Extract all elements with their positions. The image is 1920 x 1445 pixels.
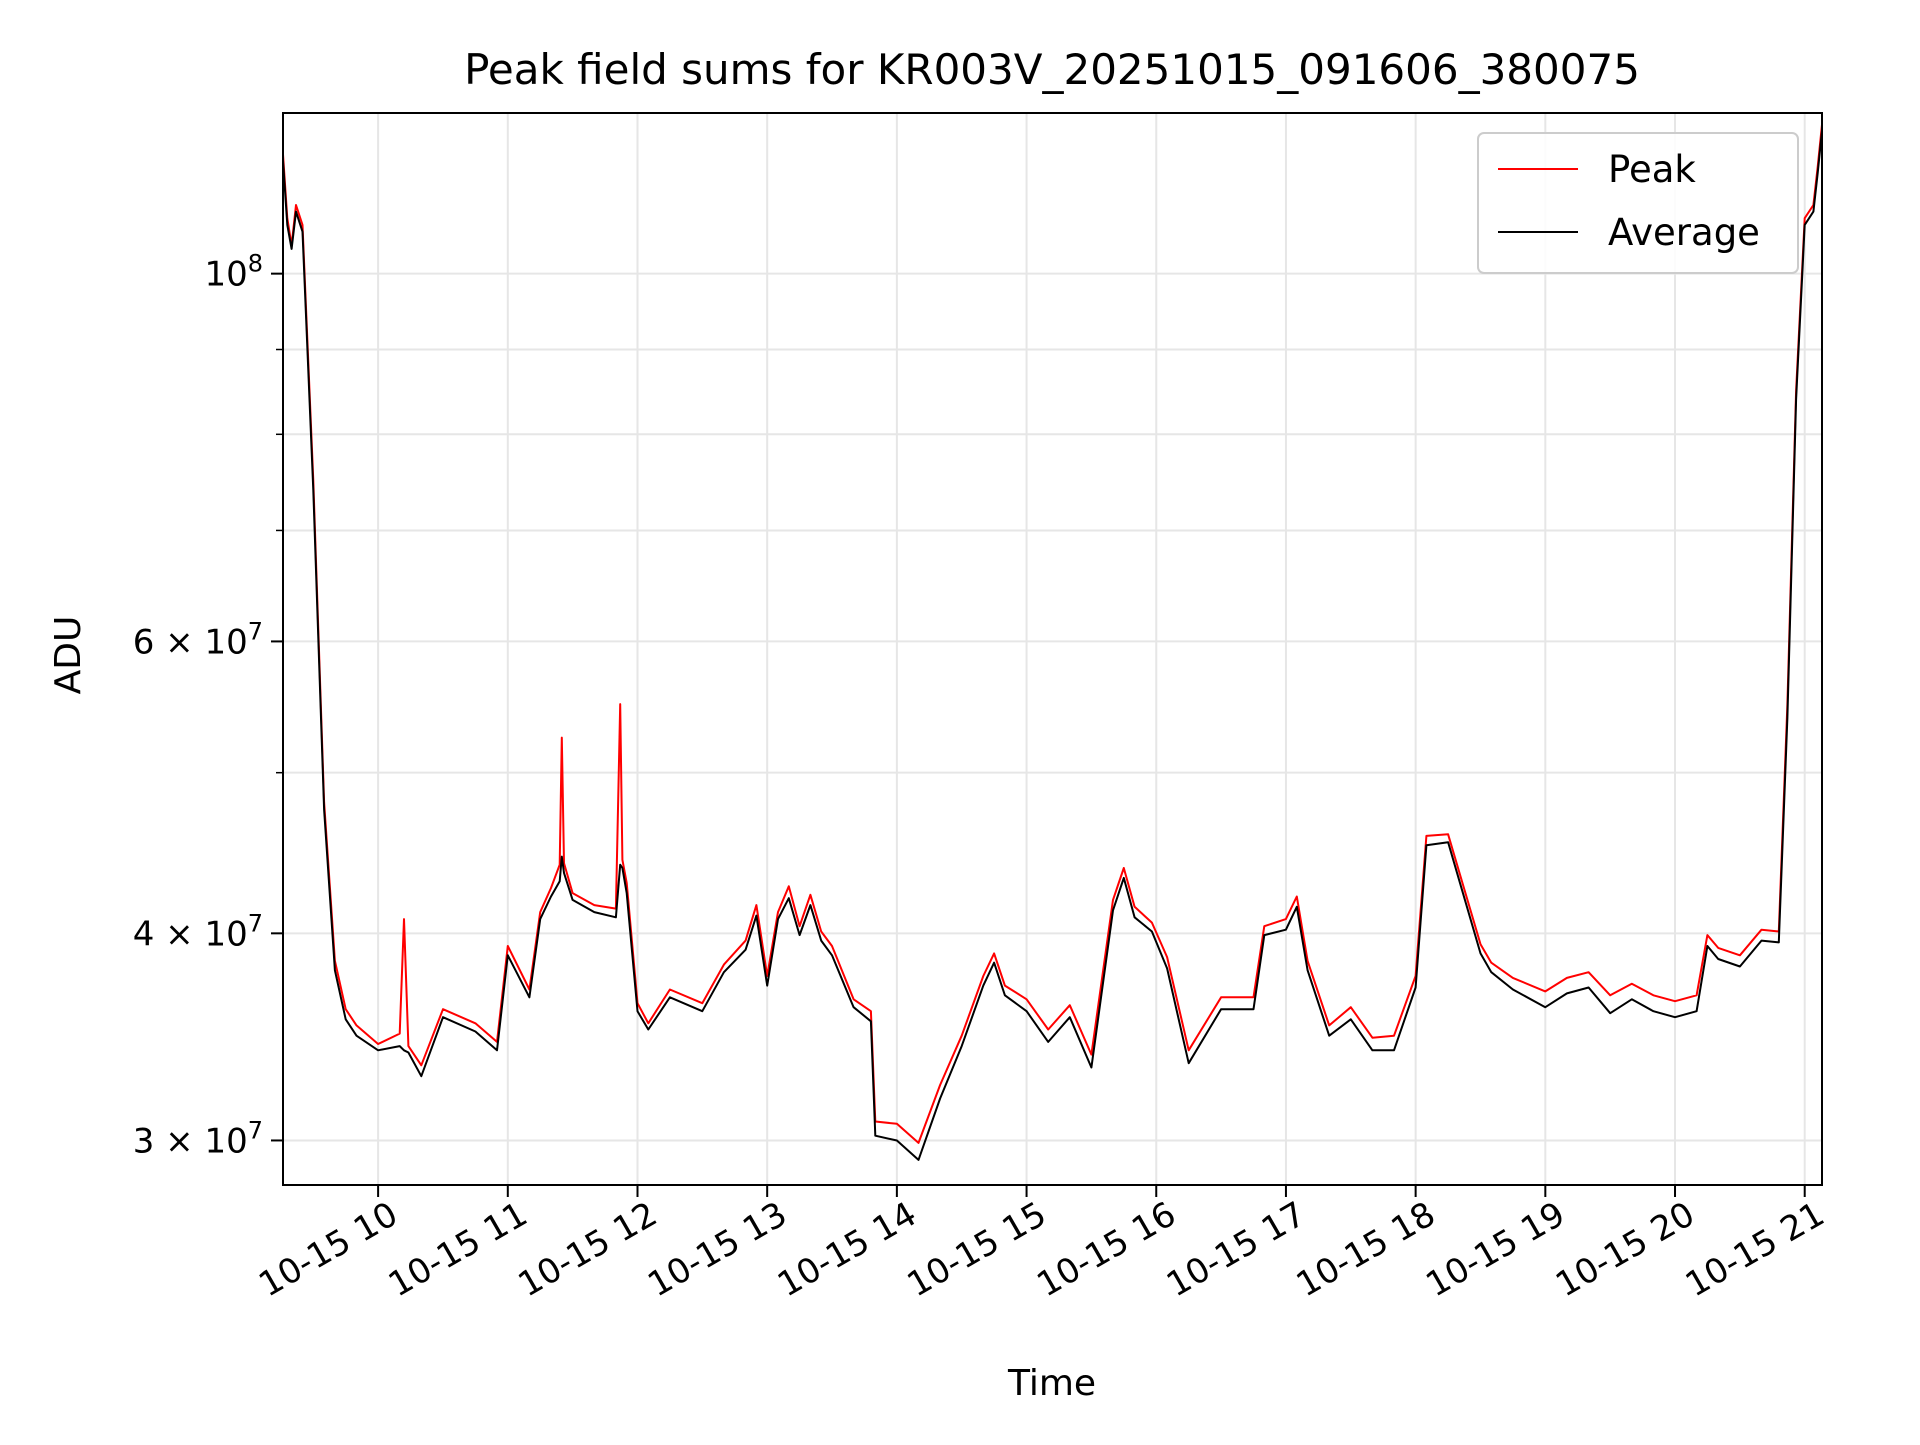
y-axis: 3 × 107 4 × 107 6 × 107 108 bbox=[133, 250, 283, 1161]
series-line-peak bbox=[282, 124, 1823, 1144]
y-axis-label: ADU bbox=[48, 616, 89, 695]
y-tick-label: 6 × 107 bbox=[133, 617, 263, 662]
plot-frame bbox=[282, 112, 1823, 1186]
y-tick-label: 108 bbox=[204, 250, 263, 295]
series-lines bbox=[282, 124, 1823, 1161]
grid bbox=[283, 113, 1822, 1185]
x-axis-label: Time bbox=[1007, 1363, 1096, 1404]
legend-label-peak: Peak bbox=[1608, 148, 1696, 191]
chart-title: Peak field sums for KR003V_20251015_0916… bbox=[464, 45, 1640, 94]
legend: Peak Average bbox=[1477, 132, 1799, 274]
legend-label-average: Average bbox=[1608, 211, 1760, 254]
series-line-average bbox=[282, 130, 1823, 1161]
y-tick-label: 3 × 107 bbox=[133, 1116, 263, 1161]
y-tick-label: 4 × 107 bbox=[133, 909, 263, 954]
